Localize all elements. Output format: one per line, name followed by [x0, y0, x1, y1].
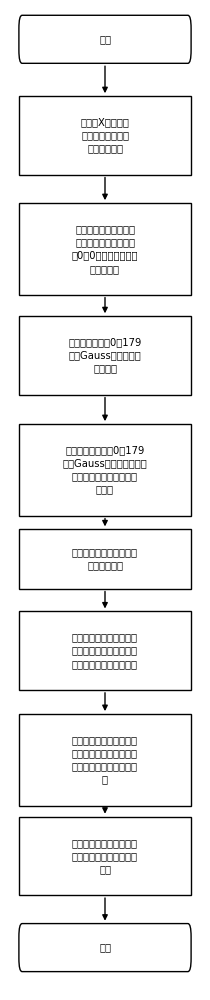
Bar	[19, 817, 191, 895]
FancyBboxPatch shape	[19, 924, 191, 972]
Bar	[19, 203, 191, 295]
Text: 结束: 结束	[99, 943, 111, 953]
Bar	[19, 424, 191, 516]
Bar	[19, 96, 191, 175]
Bar	[19, 611, 191, 690]
Text: 将频谱矩阵分别与0～179
度的Gauss滤波模板进行点
积操作，完成频谱信息滤
波过程: 将频谱矩阵分别与0～179 度的Gauss滤波模板进行点 积操作，完成频谱信息滤…	[63, 445, 147, 495]
Text: 生成角度分别为0～179
度的Gauss楔形滤波器
矩阵模板: 生成角度分别为0～179 度的Gauss楔形滤波器 矩阵模板	[68, 337, 142, 374]
Text: 根据被选择的统计信息向
量，计算各带束层的边界
位置: 根据被选择的统计信息向 量，计算各带束层的边界 位置	[72, 838, 138, 874]
Bar	[19, 316, 191, 395]
Text: 将源图像进行快速傅里
叶变换并移位，得到以
（0，0）频率点为中心
的频谱矩阵: 将源图像进行快速傅里 叶变换并移位，得到以 （0，0）频率点为中心 的频谱矩阵	[72, 224, 138, 274]
Text: 从轮胎X光机图像
中截取合适大小的
胎冠部位图像: 从轮胎X光机图像 中截取合适大小的 胎冠部位图像	[81, 117, 129, 154]
Bar	[19, 529, 191, 589]
Text: 将各还原的纹理图像进行
灰度统计，并将灰度统计
信息组合成统计信息矩阵: 将各还原的纹理图像进行 灰度统计，并将灰度统计 信息组合成统计信息矩阵	[72, 632, 138, 669]
Bar	[19, 714, 191, 806]
Text: 开始: 开始	[99, 34, 111, 44]
FancyBboxPatch shape	[19, 15, 191, 63]
Text: 通过对统计信息矩阵的观
察，选择若干可用于计算
带束层边界的统计信息向
量: 通过对统计信息矩阵的观 察，选择若干可用于计算 带束层边界的统计信息向 量	[72, 735, 138, 785]
Text: 将每个滤波后频谱信息还
原为纹理图像: 将每个滤波后频谱信息还 原为纹理图像	[72, 547, 138, 571]
